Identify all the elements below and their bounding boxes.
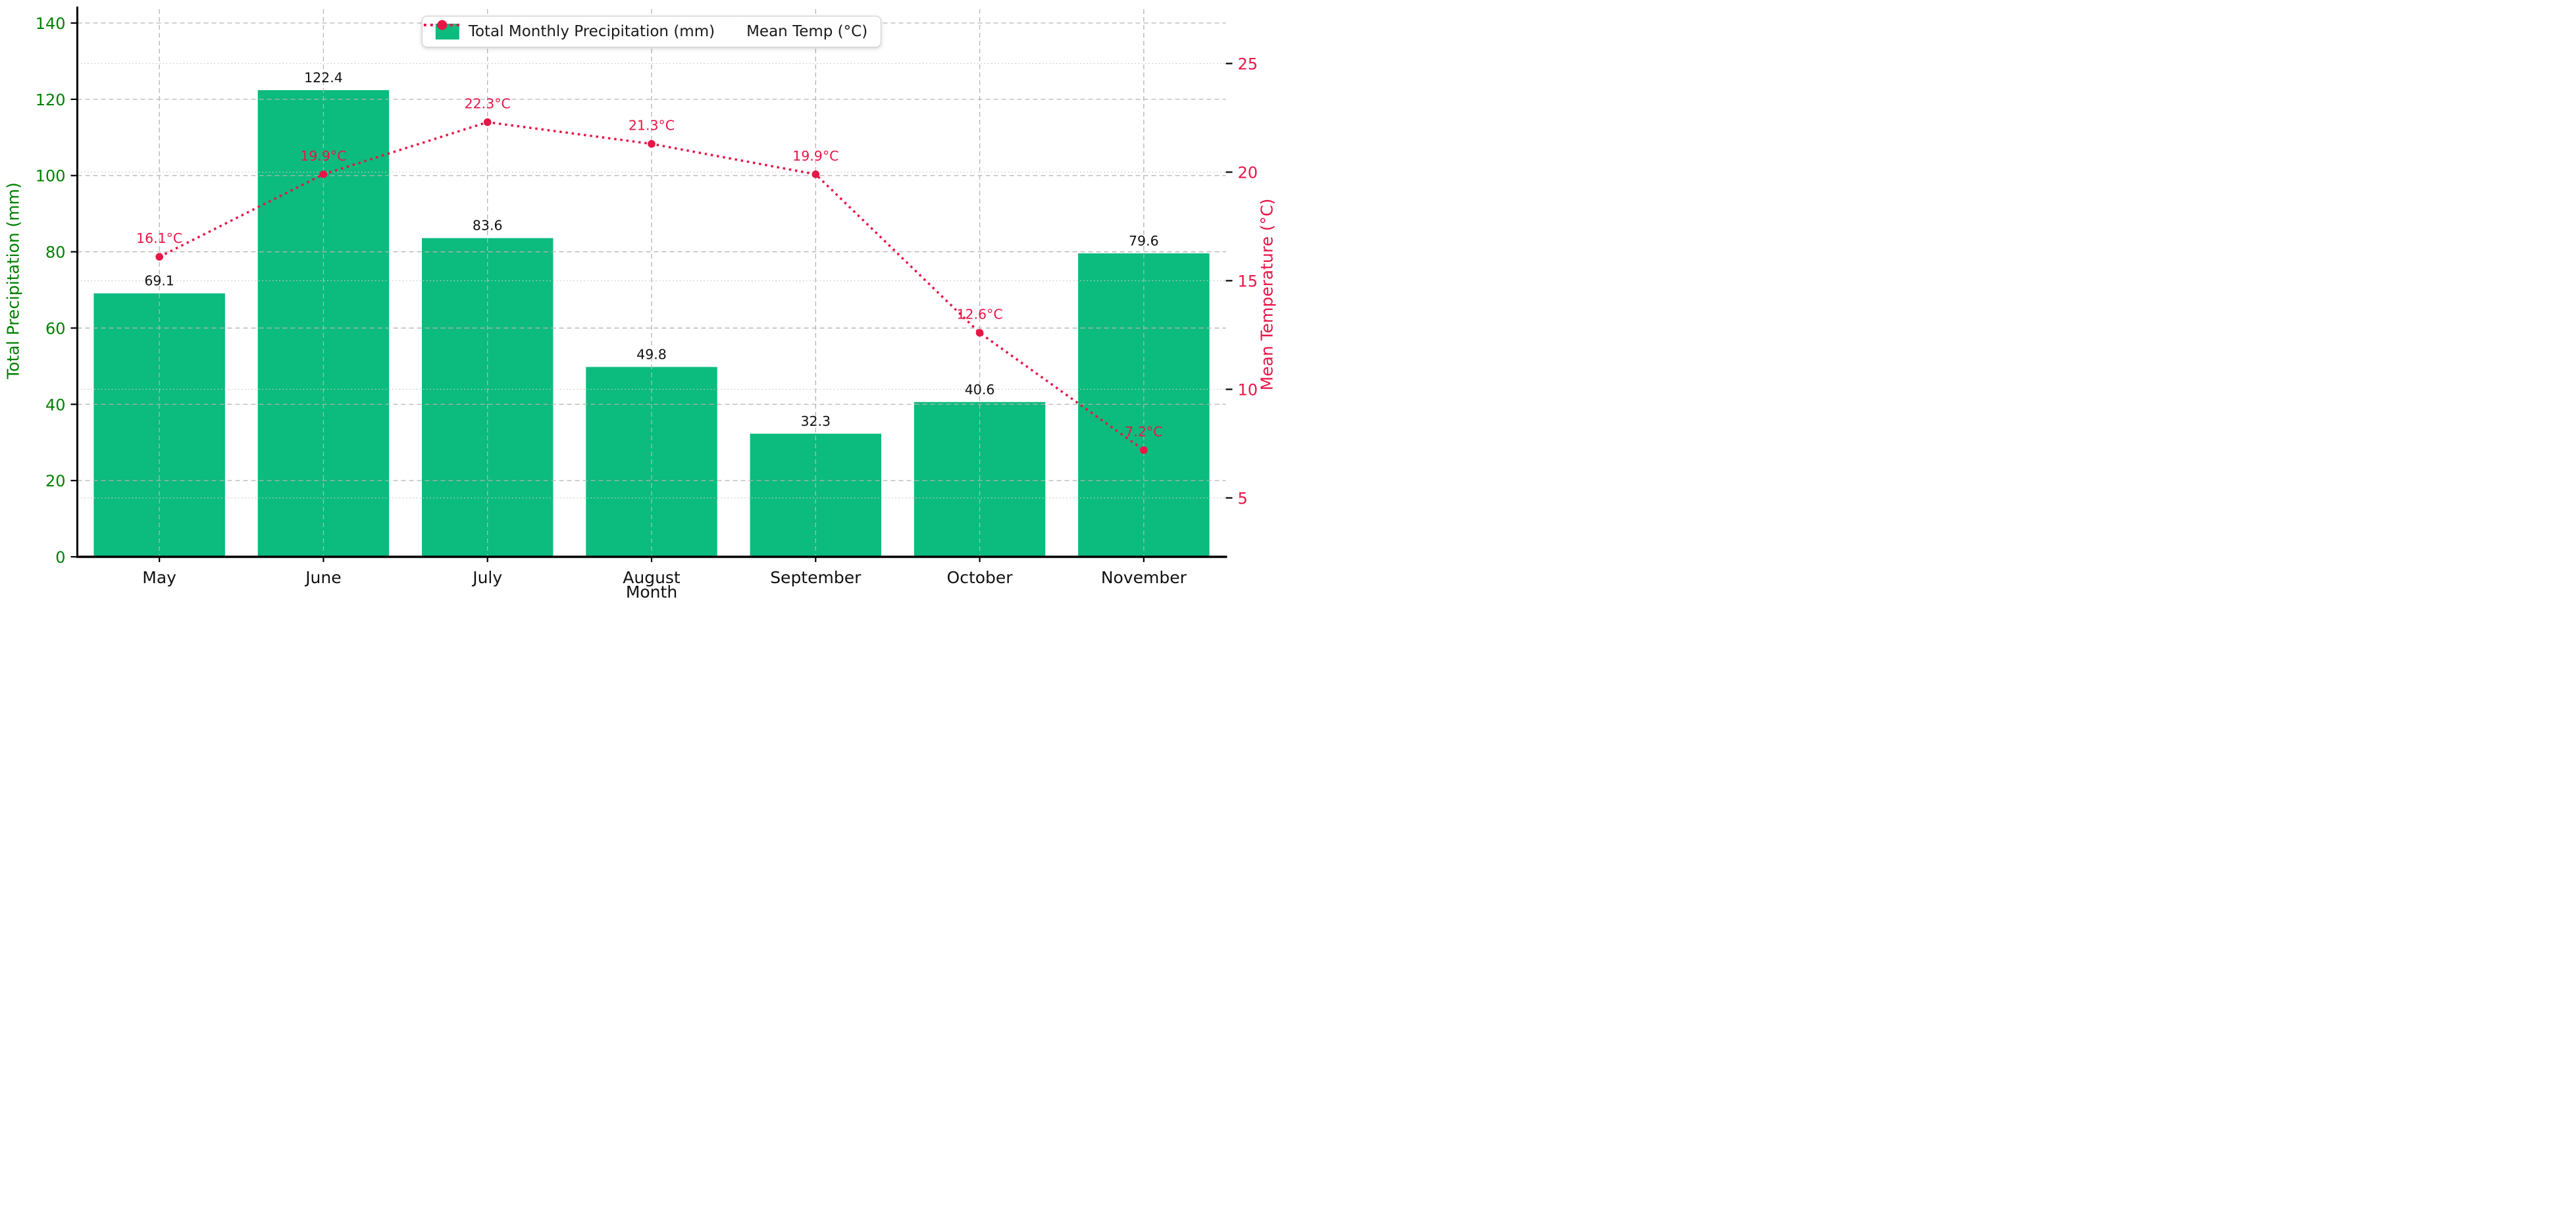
temp-value-label-october: 12.6°C <box>956 307 1002 323</box>
temp-value-label-november: 7.2°C <box>1125 424 1162 440</box>
plot-area: 0 20 40 60 80 100 120 140 5 10 15 20 25 May June July Au… <box>36 7 1258 587</box>
temp-marker-november <box>1140 446 1148 454</box>
temp-value-label-august: 21.3°C <box>629 118 675 134</box>
axes: 0 20 40 60 80 100 120 140 5 10 15 20 25 May June July Au… <box>36 7 1258 587</box>
left-tick-label-40: 40 <box>45 396 66 414</box>
bar-value-label-september: 32.3 <box>800 413 831 429</box>
gridlines <box>77 9 1226 557</box>
legend-label-temp: Mean Temp (°C) <box>746 23 868 40</box>
x-tick-label-august: August <box>623 568 681 587</box>
x-tick-label-july: July <box>471 568 502 587</box>
data-labels: 69.1 122.4 83.6 49.8 32.3 40.6 79.6 16.1°C 19.9°… <box>136 70 1162 440</box>
x-tick-label-october: October <box>947 568 1014 587</box>
temp-value-label-july: 22.3°C <box>465 96 511 112</box>
bar-value-label-june: 122.4 <box>304 70 343 86</box>
temp-marker-may <box>155 253 163 261</box>
left-axis-title: Total Precipitation (mm) <box>3 182 23 379</box>
left-tick-label-60: 60 <box>45 319 66 338</box>
bar-value-label-november: 79.6 <box>1129 233 1159 249</box>
temp-marker-september <box>811 170 820 178</box>
temp-value-label-september: 19.9°C <box>792 148 838 164</box>
left-tick-label-140: 140 <box>36 14 66 33</box>
legend-entry-precipitation: Total Monthly Precipitation (mm) <box>435 23 715 40</box>
legend: Total Monthly Precipitation (mm) Mean Te… <box>421 16 882 47</box>
left-tick-label-100: 100 <box>36 167 66 186</box>
right-axis-title: Mean Temperature (°C) <box>1257 198 1277 391</box>
legend-entry-temp: Mean Temp (°C) <box>423 20 868 40</box>
left-tick-label-20: 20 <box>45 472 66 490</box>
chart-figure: 0 20 40 60 80 100 120 140 5 10 15 20 25 May June July Au… <box>0 0 1288 608</box>
right-tick-label-15: 15 <box>1238 272 1258 291</box>
x-tick-label-june: June <box>304 568 341 587</box>
temp-marker-august <box>648 140 656 148</box>
x-tick-label-november: November <box>1101 568 1187 587</box>
temp-marker-october <box>975 328 984 337</box>
legend-label-precipitation: Total Monthly Precipitation (mm) <box>468 23 715 40</box>
right-tick-label-5: 5 <box>1238 490 1248 508</box>
bar-value-label-august: 49.8 <box>636 347 667 363</box>
right-tick-label-20: 20 <box>1238 164 1258 182</box>
temp-line <box>155 118 1148 454</box>
temp-line-marker-icon <box>423 20 461 30</box>
left-tick-label-80: 80 <box>45 244 66 262</box>
right-tick-label-10: 10 <box>1238 381 1258 400</box>
bar-value-label-october: 40.6 <box>965 382 995 398</box>
x-tick-label-september: September <box>770 568 862 587</box>
temp-value-label-may: 16.1°C <box>136 230 182 246</box>
temp-marker-july <box>483 118 492 126</box>
bar-value-label-july: 83.6 <box>473 218 503 234</box>
left-tick-label-120: 120 <box>36 91 66 109</box>
x-tick-label-may: May <box>142 568 176 587</box>
temp-marker-june <box>319 170 328 178</box>
left-tick-label-0: 0 <box>55 548 65 567</box>
temp-value-label-june: 19.9°C <box>300 148 346 164</box>
bar-value-label-may: 69.1 <box>144 273 174 289</box>
right-tick-label-25: 25 <box>1238 55 1258 74</box>
x-axis-title: Month <box>625 582 678 602</box>
